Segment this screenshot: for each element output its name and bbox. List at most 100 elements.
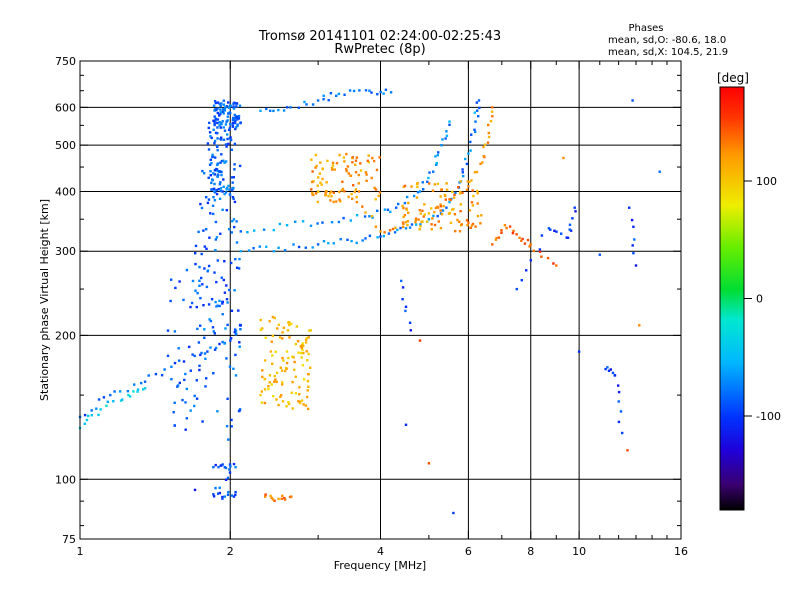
data-point xyxy=(633,238,636,241)
data-point xyxy=(419,212,422,215)
data-point xyxy=(147,374,150,377)
data-point xyxy=(294,375,297,378)
data-point xyxy=(613,374,617,377)
data-point xyxy=(341,187,345,191)
x-tick-label: 6 xyxy=(465,545,472,558)
data-point xyxy=(203,352,207,355)
data-point xyxy=(376,93,379,96)
data-point xyxy=(339,238,342,241)
data-point xyxy=(329,92,333,95)
data-point xyxy=(631,99,634,102)
data-point xyxy=(416,191,420,194)
data-point xyxy=(217,188,220,191)
data-point xyxy=(227,438,230,441)
data-point xyxy=(359,162,362,165)
data-point xyxy=(212,119,215,122)
data-point xyxy=(119,390,122,393)
data-point xyxy=(442,204,445,208)
data-point xyxy=(285,350,289,353)
data-point xyxy=(225,298,229,301)
data-point xyxy=(338,153,341,157)
data-point xyxy=(452,196,456,199)
data-point xyxy=(470,179,473,182)
data-point xyxy=(401,298,404,301)
data-point xyxy=(127,393,130,397)
data-point xyxy=(454,191,457,195)
x-tick-label: 10 xyxy=(572,545,586,558)
data-point xyxy=(335,162,339,165)
data-point xyxy=(216,137,219,140)
data-point xyxy=(283,498,287,501)
data-point xyxy=(230,261,233,265)
data-point xyxy=(352,89,356,93)
data-point xyxy=(526,238,530,242)
data-point xyxy=(319,161,322,164)
data-point xyxy=(302,403,305,406)
data-point xyxy=(503,224,507,227)
data-point xyxy=(210,162,213,165)
data-point xyxy=(229,123,232,126)
data-point xyxy=(532,249,535,252)
data-point xyxy=(383,231,386,234)
data-point xyxy=(315,164,318,168)
data-point xyxy=(367,154,370,157)
data-point xyxy=(407,201,410,205)
data-point xyxy=(331,161,335,164)
data-point xyxy=(219,104,222,108)
data-point xyxy=(436,205,439,209)
data-point xyxy=(215,280,218,284)
data-point xyxy=(314,166,317,169)
data-point xyxy=(400,279,403,283)
data-point xyxy=(259,393,262,397)
data-point xyxy=(569,229,573,232)
data-point xyxy=(317,176,320,179)
data-point xyxy=(469,226,472,229)
data-point xyxy=(219,111,222,114)
data-point xyxy=(449,198,452,202)
data-point xyxy=(342,216,345,220)
data-point xyxy=(182,298,185,302)
data-point xyxy=(190,301,194,305)
data-point xyxy=(261,375,264,379)
data-point xyxy=(476,192,479,195)
data-point xyxy=(611,371,615,375)
data-point xyxy=(461,171,464,174)
data-point xyxy=(529,243,532,246)
data-point xyxy=(465,188,469,191)
data-point xyxy=(431,189,435,192)
data-point xyxy=(207,264,211,268)
data-point xyxy=(632,225,635,228)
data-point xyxy=(459,190,462,194)
data-point xyxy=(193,354,196,358)
data-point xyxy=(178,359,181,362)
data-point xyxy=(435,163,438,166)
data-point xyxy=(209,158,212,161)
data-point xyxy=(449,221,453,224)
data-point xyxy=(263,388,267,391)
data-point xyxy=(456,218,459,222)
data-point xyxy=(607,369,611,372)
data-point xyxy=(296,340,300,343)
data-point xyxy=(173,330,177,333)
data-point xyxy=(239,250,242,253)
data-point xyxy=(263,401,267,405)
data-point xyxy=(233,113,236,117)
data-point xyxy=(229,136,232,139)
data-point xyxy=(262,228,266,231)
data-point xyxy=(233,168,236,171)
data-point xyxy=(198,279,201,282)
data-point xyxy=(281,356,284,360)
data-point xyxy=(617,400,620,403)
data-point xyxy=(205,196,208,199)
data-point xyxy=(371,216,374,219)
data-point xyxy=(226,476,230,480)
data-point xyxy=(433,210,436,214)
data-point xyxy=(617,390,621,394)
data-point xyxy=(231,181,234,184)
data-point xyxy=(347,172,350,175)
data-point xyxy=(218,299,221,303)
data-point xyxy=(202,304,205,307)
data-point xyxy=(273,380,276,383)
data-point xyxy=(85,418,89,422)
data-point xyxy=(215,305,218,308)
